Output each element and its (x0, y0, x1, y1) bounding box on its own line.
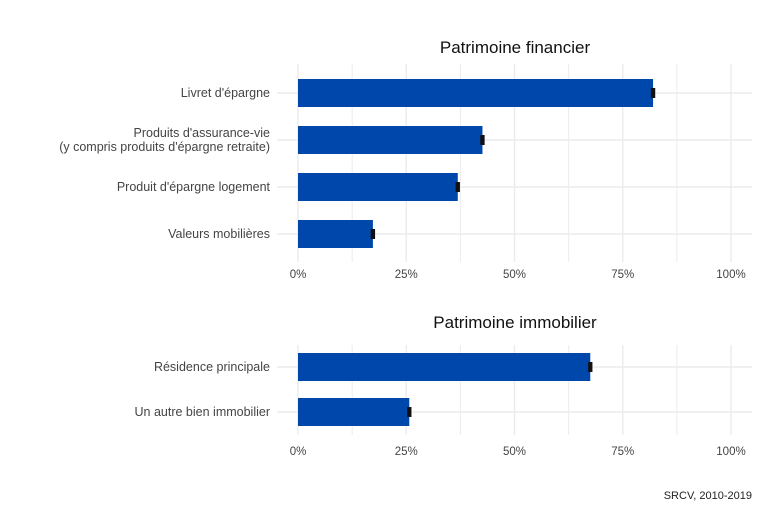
panel-title: Patrimoine financier (440, 38, 591, 57)
x-tick-label: 50% (503, 446, 526, 458)
bar (298, 173, 458, 201)
error-bar (407, 407, 412, 417)
category-label: Résidence principale (154, 360, 270, 374)
x-tick-label: 25% (395, 269, 418, 281)
error-bar (588, 362, 593, 372)
bar (298, 398, 410, 426)
category-label: Un autre bien immobilier (135, 405, 270, 419)
category-label: Produit d'épargne logement (117, 180, 271, 194)
category-label-line: Produit d'épargne logement (117, 180, 271, 194)
panel-title: Patrimoine immobilier (433, 313, 597, 332)
x-tick-label: 100% (716, 269, 745, 281)
panel-patrimoine-financier: Patrimoine financier Livret d'épargne Prod… (59, 38, 752, 281)
category-label-line: (y compris produits d'épargne retraite) (59, 140, 270, 154)
bar (298, 79, 654, 107)
bar (298, 126, 483, 154)
x-tick-label: 75% (611, 446, 634, 458)
x-tick-label: 0% (290, 446, 307, 458)
error-bar (480, 135, 485, 145)
x-tick-label: 75% (611, 269, 634, 281)
category-label-line: Valeurs mobilières (168, 227, 270, 241)
error-bar (650, 88, 656, 98)
bar (298, 353, 591, 381)
category-label-line: Livret d'épargne (181, 86, 270, 100)
category-label-line: Un autre bien immobilier (135, 405, 270, 419)
category-label: Livret d'épargne (181, 86, 270, 100)
x-tick-label: 0% (290, 269, 307, 281)
x-tick-label: 25% (395, 446, 418, 458)
panel-patrimoine-immobilier: Patrimoine immobilier Résidence principal… (135, 313, 752, 458)
bar (298, 220, 373, 248)
x-tick-label: 100% (716, 446, 745, 458)
x-tick-label: 50% (503, 269, 526, 281)
category-label: Valeurs mobilières (168, 227, 270, 241)
category-label-line: Produits d'assurance-vie (134, 126, 271, 140)
category-label: Produits d'assurance-vie (y compris produ… (59, 126, 270, 154)
error-bar (370, 229, 376, 239)
error-bar (455, 182, 460, 192)
source-caption: SRCV, 2010-2019 (664, 490, 752, 502)
category-label-line: Résidence principale (154, 360, 270, 374)
